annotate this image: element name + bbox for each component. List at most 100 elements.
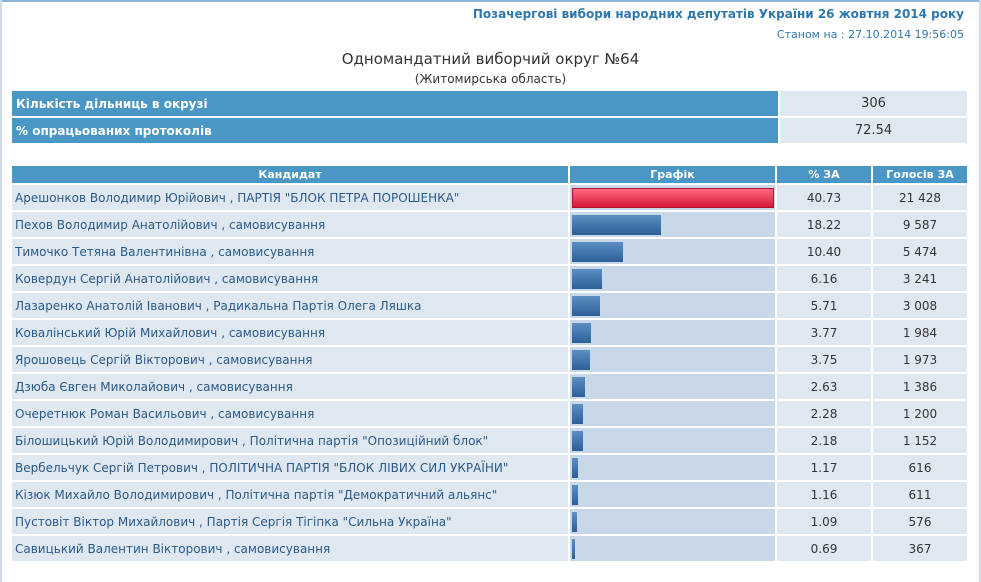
vote-bar	[572, 485, 578, 505]
candidate-name: Дзюба Євген Миколайович	[15, 379, 186, 394]
vote-bar	[572, 539, 575, 559]
vote-bar	[572, 296, 600, 316]
table-row: Вербельчук Сергій Петрович , ПОЛІТИЧНА П…	[12, 455, 967, 482]
table-row: Білошицький Юрій Володимирович , Політич…	[12, 428, 967, 455]
candidate-name: Савицький Валентин Вікторович	[15, 541, 223, 556]
summary-row-protocols: % опрацьованих протоколів 72.54	[12, 118, 967, 145]
district-region: (Житомирська область)	[414, 72, 567, 86]
votes-cell: 616	[873, 455, 967, 482]
results-table: Кандидат Графік % ЗА Голосів ЗА Арешонко…	[12, 166, 967, 563]
percent-cell: 2.18	[777, 428, 873, 455]
percent-cell: 18.22	[777, 212, 873, 239]
right-border	[979, 0, 981, 582]
summary-label: Кількість дільниць в окрузі	[12, 91, 780, 118]
summary-label: % опрацьованих протоколів	[12, 118, 780, 145]
percent-cell: 3.77	[777, 320, 873, 347]
graph-cell	[570, 266, 777, 293]
candidate-party: , самовисування	[210, 271, 319, 286]
candidate-cell: Дзюба Євген Миколайович , самовисування	[12, 374, 570, 401]
status-datetime: 27.10.2014 19:56:05	[848, 28, 964, 41]
candidate-name: Лазаренко Анатолій Іванович	[15, 298, 202, 313]
table-row: Ковалінський Юрій Михайлович , самовисув…	[12, 320, 967, 347]
vote-bar	[572, 269, 602, 289]
votes-cell: 21 428	[873, 185, 967, 212]
candidate-cell: Пустовіт Віктор Михайлович , Партія Серг…	[12, 509, 570, 536]
candidate-party: , ПОЛІТИЧНА ПАРТІЯ "БЛОК ЛІВИХ СИЛ УКРАЇ…	[197, 460, 509, 475]
candidate-cell: Тимочко Тетяна Валентинівна , самовисува…	[12, 239, 570, 266]
percent-cell: 10.40	[777, 239, 873, 266]
top-divider	[0, 0, 981, 2]
table-row: Савицький Валентин Вікторович , самовису…	[12, 536, 967, 563]
candidate-party: , ПАРТІЯ "БЛОК ПЕТРА ПОРОШЕНКА"	[225, 190, 460, 205]
graph-cell	[570, 482, 777, 509]
graph-cell	[570, 536, 777, 563]
percent-cell: 1.17	[777, 455, 873, 482]
header-votes: Голосів ЗА	[873, 166, 967, 185]
votes-cell: 1 386	[873, 374, 967, 401]
percent-cell: 6.16	[777, 266, 873, 293]
graph-cell	[570, 185, 777, 212]
percent-cell: 2.28	[777, 401, 873, 428]
candidate-name: Арешонков Володимир Юрійович	[15, 190, 226, 205]
candidate-name: Очеретнюк Роман Васильович	[15, 406, 207, 421]
candidate-cell: Ковалінський Юрій Михайлович , самовисув…	[12, 320, 570, 347]
candidate-party: , самовисування	[185, 379, 293, 394]
vote-bar	[572, 458, 578, 478]
votes-cell: 1 984	[873, 320, 967, 347]
vote-bar	[572, 215, 661, 235]
summary-value: 72.54	[780, 118, 967, 145]
graph-cell	[570, 374, 777, 401]
candidate-cell: Ковердун Сергій Анатолійович , самовисув…	[12, 266, 570, 293]
candidate-name: Ковалінський Юрій Михайлович	[15, 325, 218, 340]
vote-bar	[572, 350, 590, 370]
candidate-party: , самовисування	[204, 352, 313, 367]
graph-cell	[570, 320, 777, 347]
table-row: Кізюк Михайло Володимирович , Політична …	[12, 482, 967, 509]
header-graph: Графік	[570, 166, 777, 185]
vote-bar	[572, 512, 577, 532]
percent-cell: 2.63	[777, 374, 873, 401]
graph-cell	[570, 347, 777, 374]
percent-cell: 40.73	[777, 185, 873, 212]
candidate-name: Пустовіт Віктор Михайлович	[15, 514, 196, 529]
candidate-name: Ковердун Сергій Анатолійович	[15, 271, 211, 286]
candidate-name: Тимочко Тетяна Валентинівна	[15, 244, 207, 259]
votes-cell: 367	[873, 536, 967, 563]
candidate-cell: Очеретнюк Роман Васильович , самовисуван…	[12, 401, 570, 428]
summary-table: Кількість дільниць в окрузі 306 % опраць…	[12, 91, 967, 145]
left-border	[0, 0, 2, 582]
candidate-cell: Вербельчук Сергій Петрович , ПОЛІТИЧНА П…	[12, 455, 570, 482]
votes-cell: 1 152	[873, 428, 967, 455]
header-candidate: Кандидат	[12, 166, 570, 185]
votes-cell: 9 587	[873, 212, 967, 239]
table-row: Дзюба Євген Миколайович , самовисування 2…	[12, 374, 967, 401]
candidate-name: Кізюк Михайло Володимирович	[15, 487, 215, 502]
table-row: Ярошовець Сергій Вікторович , самовисува…	[12, 347, 967, 374]
percent-cell: 0.69	[777, 536, 873, 563]
percent-cell: 1.09	[777, 509, 873, 536]
summary-value: 306	[780, 91, 967, 118]
table-row: Лазаренко Анатолій Іванович , Радикальна…	[12, 293, 967, 320]
district-title: Одномандатний виборчий округ №64	[341, 50, 640, 68]
candidate-party: , самовисування	[206, 244, 315, 259]
candidate-cell: Савицький Валентин Вікторович , самовису…	[12, 536, 570, 563]
table-row: Ковердун Сергій Анатолійович , самовисув…	[12, 266, 967, 293]
percent-cell: 3.75	[777, 347, 873, 374]
header-percent: % ЗА	[777, 166, 873, 185]
status-line: Станом на : 27.10.2014 19:56:05	[777, 28, 964, 41]
percent-cell: 5.71	[777, 293, 873, 320]
votes-cell: 1 973	[873, 347, 967, 374]
graph-cell	[570, 239, 777, 266]
candidate-party: , самовисування	[206, 406, 315, 421]
table-row: Пехов Володимир Анатолійович , самовисув…	[12, 212, 967, 239]
election-title: Позачергові вибори народних депутатів Ук…	[472, 7, 964, 21]
votes-cell: 3 008	[873, 293, 967, 320]
candidate-party: , Політична партія "Демократичний альянс…	[214, 487, 498, 502]
summary-row-stations: Кількість дільниць в окрузі 306	[12, 91, 967, 118]
candidate-name: Ярошовець Сергій Вікторович	[15, 352, 205, 367]
candidate-cell: Ярошовець Сергій Вікторович , самовисува…	[12, 347, 570, 374]
candidate-party: , самовисування	[217, 217, 326, 232]
votes-cell: 576	[873, 509, 967, 536]
vote-bar-leader	[572, 188, 774, 208]
candidate-name: Білошицький Юрій Володимирович	[15, 433, 239, 448]
